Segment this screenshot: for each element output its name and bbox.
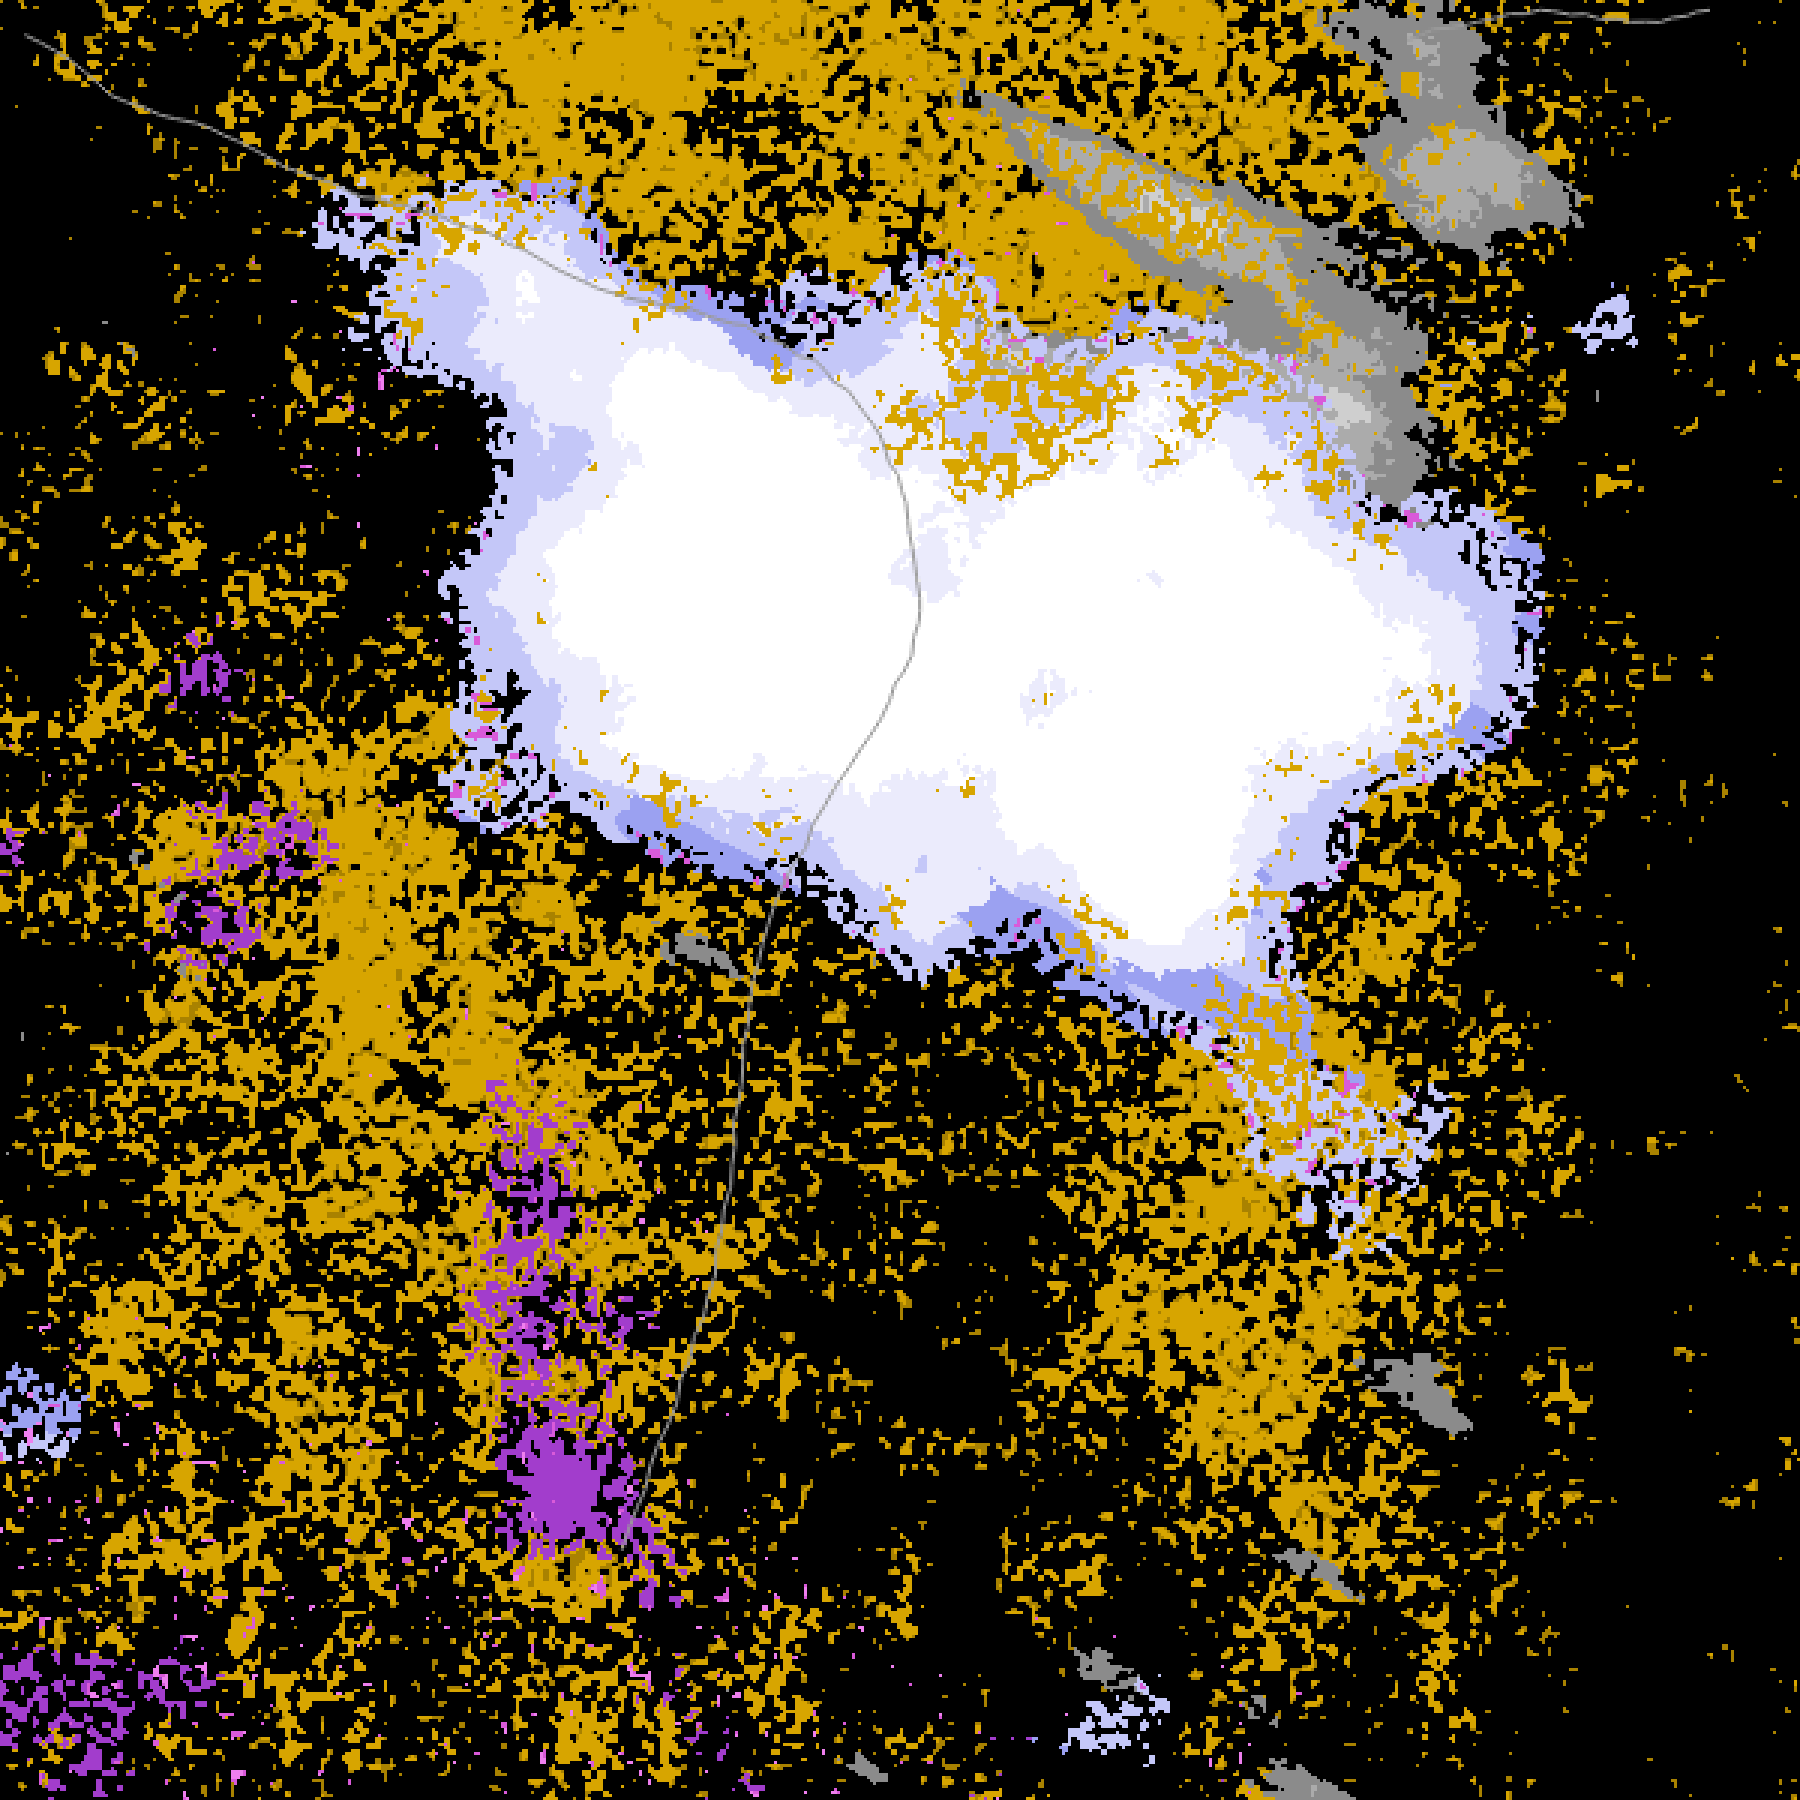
satellite-image	[0, 0, 1800, 1800]
satellite-image-canvas	[0, 0, 1800, 1800]
